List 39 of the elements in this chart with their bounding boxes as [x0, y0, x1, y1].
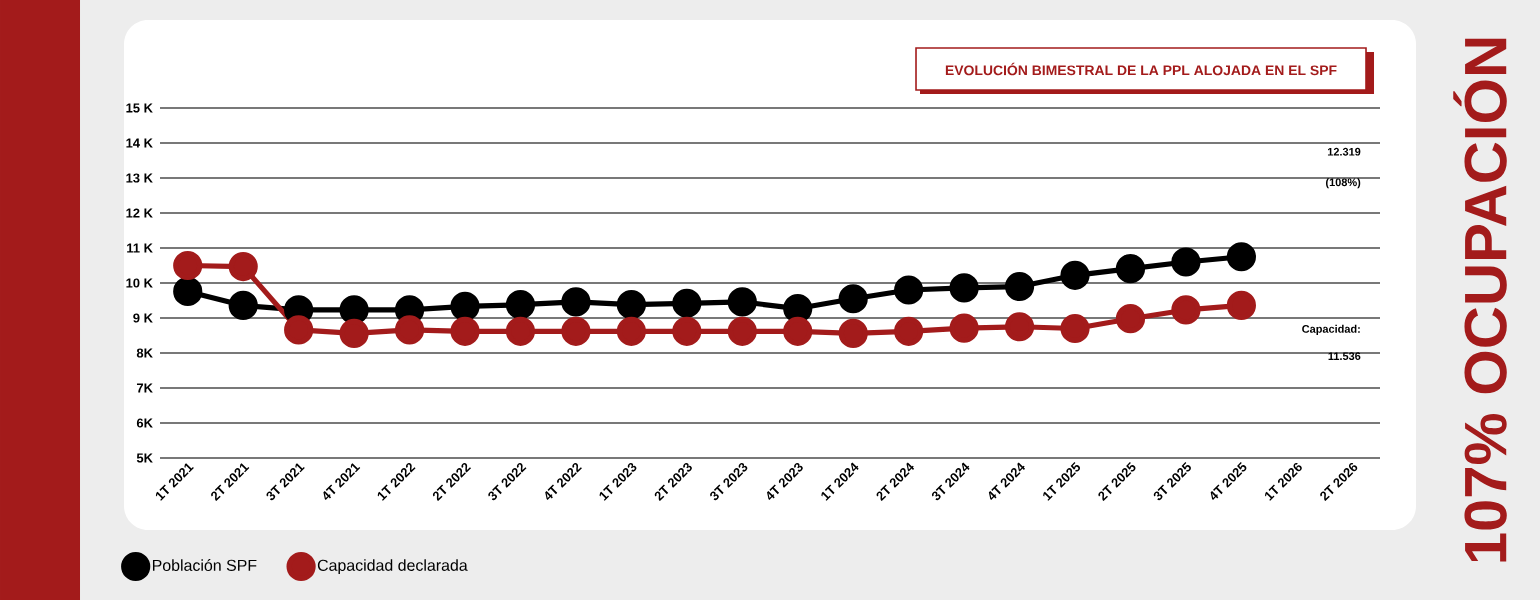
point [727, 316, 757, 346]
point [284, 315, 314, 345]
point [838, 318, 868, 348]
point [838, 284, 868, 314]
point [894, 316, 924, 346]
point [894, 275, 924, 305]
point [1060, 313, 1090, 344]
point [505, 290, 536, 320]
point [1004, 312, 1035, 342]
point [561, 316, 591, 346]
point [672, 288, 702, 318]
point [173, 250, 203, 281]
point [394, 315, 425, 345]
point [561, 287, 591, 317]
point [949, 273, 979, 303]
point [505, 316, 536, 346]
point [1226, 242, 1256, 272]
point [783, 293, 813, 324]
point [339, 295, 369, 325]
point [1115, 254, 1146, 284]
point [1171, 247, 1201, 277]
point [173, 276, 203, 306]
text: 107% OCUPACIÓN [1453, 38, 1507, 562]
point [339, 318, 369, 348]
point [783, 316, 813, 346]
point [1226, 290, 1256, 320]
point [450, 316, 480, 346]
point [1004, 271, 1035, 302]
point [949, 313, 979, 343]
point [616, 290, 646, 320]
point [1171, 295, 1201, 325]
point [672, 316, 702, 346]
point [616, 316, 646, 346]
point [1060, 260, 1090, 290]
point [228, 251, 258, 282]
point [1115, 304, 1146, 334]
point [450, 291, 480, 322]
point [727, 287, 757, 317]
point [228, 290, 258, 320]
